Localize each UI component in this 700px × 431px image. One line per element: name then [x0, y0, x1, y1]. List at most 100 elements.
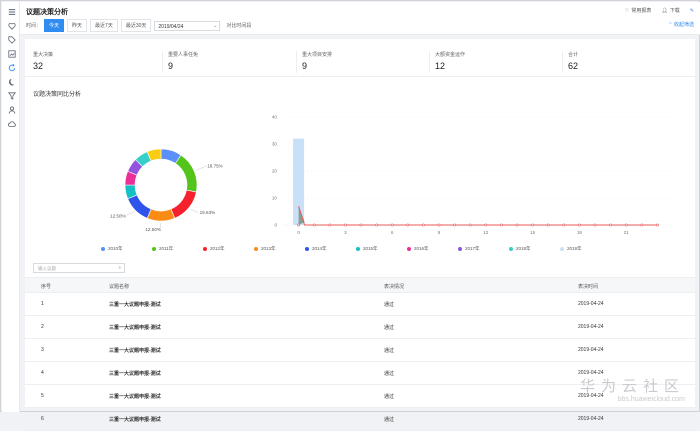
legend-item[interactable]: 2016年 — [407, 246, 429, 252]
series-line — [298, 205, 658, 226]
stat-major-decisions: 重大决策 32 — [33, 51, 53, 71]
favorite-report-label: 常用报表 — [631, 8, 652, 14]
line-point[interactable] — [499, 223, 503, 227]
line-point[interactable] — [297, 223, 301, 227]
segment-last-30-days[interactable]: 最近30天 — [120, 19, 152, 32]
heart-icon[interactable] — [7, 21, 16, 30]
main-content: 重大决策 32 重要人事任免 9 重大项目安排 9 大额资金运作 12 合计 6… — [25, 39, 695, 431]
tag-icon[interactable] — [7, 35, 16, 44]
collapse-filter-link[interactable]: ⌃ 收起筛选 — [668, 21, 694, 28]
legend-swatch — [509, 247, 513, 251]
legend-item[interactable]: 2010年 — [101, 246, 123, 252]
legend-item[interactable]: 2013年 — [254, 246, 276, 252]
table-row[interactable]: 2 三重一大议题申报-测试 通过 2019-04-24 — [25, 316, 695, 339]
menu-icon[interactable] — [7, 7, 16, 16]
pie-data-label: 15.63% — [200, 210, 216, 215]
pie-data-label: 12.50% — [145, 227, 161, 232]
stat-large-funds: 大额资金运作 12 — [435, 51, 465, 71]
table-row[interactable]: 1 三重一大议题申报-测试 通过 2019-04-24 — [25, 293, 695, 316]
cell-topic: 三重一大议题申报-测试 — [109, 325, 161, 331]
cell-time: 2019-04-24 — [578, 393, 604, 399]
pie-slice[interactable] — [170, 189, 197, 219]
stat-value: 9 — [302, 61, 308, 71]
donut-chart: 18.75% 15.63% 12.50% 12.50% — [110, 148, 223, 232]
legend-item[interactable]: 2012年 — [203, 246, 225, 252]
chart-icon[interactable] — [7, 49, 16, 58]
cell-vote: 通过 — [384, 325, 395, 331]
line-point[interactable] — [390, 223, 394, 227]
line-point[interactable] — [577, 223, 581, 227]
segment-yesterday[interactable]: 昨天 — [67, 19, 88, 32]
line-point[interactable] — [344, 223, 347, 227]
line-point[interactable] — [375, 223, 379, 227]
y-tick-label: 0 — [274, 223, 277, 228]
line-point[interactable] — [562, 223, 566, 227]
cloud-icon[interactable] — [7, 119, 16, 128]
column-header-topic: 议题名称 — [109, 284, 130, 290]
legend-item[interactable]: 2019年 — [560, 246, 582, 252]
legend-label: 2010年 — [108, 246, 123, 251]
line-point[interactable] — [531, 223, 535, 227]
x-tick-label: 9 — [438, 230, 441, 235]
segment-today[interactable]: 今天 — [44, 19, 65, 32]
search-input[interactable]: 输入议题 ⌕ — [33, 263, 125, 273]
line-point[interactable] — [546, 223, 550, 227]
line-point[interactable] — [515, 223, 519, 227]
line-point[interactable] — [468, 223, 472, 227]
x-tick-label: 21 — [624, 230, 630, 235]
table-row[interactable]: 5 三重一大议题申报-测试 通过 2019-04-24 — [25, 385, 695, 408]
table-row[interactable]: 3 三重一大议题申报-测试 通过 2019-04-24 — [25, 339, 695, 362]
table-row[interactable]: 6 三重一大议题申报-测试 通过 2019-04-24 — [25, 408, 695, 431]
line-point[interactable] — [624, 223, 628, 227]
line-point[interactable] — [328, 223, 332, 227]
favorite-report-button[interactable]: ♡ 常用报表 — [625, 7, 652, 15]
pin-icon: ✎ — [689, 7, 694, 14]
chevron-down-icon: ⌄ — [213, 22, 218, 29]
legend-item[interactable]: 2015年 — [356, 246, 378, 252]
line-point[interactable] — [640, 223, 644, 227]
segment-last-7-days[interactable]: 最近7天 — [90, 19, 118, 32]
line-point[interactable] — [437, 223, 441, 227]
column-header-vote: 表决情况 — [384, 284, 405, 290]
refresh-icon[interactable] — [7, 63, 16, 72]
cell-vote: 通过 — [384, 348, 395, 354]
download-button[interactable]: 👤︎ 下载 — [661, 7, 679, 15]
date-picker[interactable]: 2019/04/24 ⌄ — [154, 20, 221, 31]
line-point[interactable] — [453, 223, 457, 227]
line-point[interactable] — [655, 223, 659, 227]
legend-item[interactable]: 2011年 — [152, 246, 173, 252]
cell-topic: 三重一大议题申报-测试 — [109, 302, 161, 308]
cell-vote: 通过 — [384, 417, 395, 423]
legend-swatch — [254, 247, 258, 251]
line-point[interactable] — [593, 223, 597, 227]
cell-index: 6 — [41, 416, 44, 422]
legend-item[interactable]: 2017年 — [458, 246, 480, 252]
pie-slice[interactable] — [175, 154, 198, 193]
left-rail — [2, 2, 20, 412]
line-point[interactable] — [609, 223, 613, 227]
table-row[interactable]: 4 三重一大议题申报-测试 通过 2019-04-24 — [25, 362, 695, 385]
moon-icon[interactable] — [7, 77, 16, 86]
compare-period-toggle[interactable]: 对比时间段 — [226, 23, 252, 29]
pin-button[interactable]: ✎ — [690, 8, 694, 14]
collapse-filter-label: 收起筛选 — [673, 22, 694, 28]
x-tick-label: 18 — [577, 230, 583, 235]
line-point[interactable] — [359, 223, 363, 227]
legend-item[interactable]: 2018年 — [509, 246, 531, 252]
pie-slice[interactable] — [127, 194, 152, 219]
legend-item[interactable]: 2014年 — [305, 246, 327, 252]
line-point[interactable] — [406, 223, 410, 227]
person-icon[interactable] — [7, 105, 16, 114]
cell-topic: 三重一大议题申报-测试 — [109, 371, 161, 377]
legend-label: 2012年 — [210, 246, 225, 251]
filter-icon[interactable] — [7, 91, 16, 100]
line-point[interactable] — [421, 223, 425, 227]
legend-label: 2016年 — [414, 246, 429, 251]
line-point[interactable] — [484, 223, 488, 227]
legend-label: 2015年 — [363, 246, 378, 251]
pie-slice[interactable] — [146, 148, 162, 162]
bar[interactable] — [293, 138, 305, 225]
pie-slice[interactable] — [146, 208, 176, 222]
line-point[interactable] — [312, 223, 316, 227]
column-header-index: 序号 — [41, 284, 52, 290]
